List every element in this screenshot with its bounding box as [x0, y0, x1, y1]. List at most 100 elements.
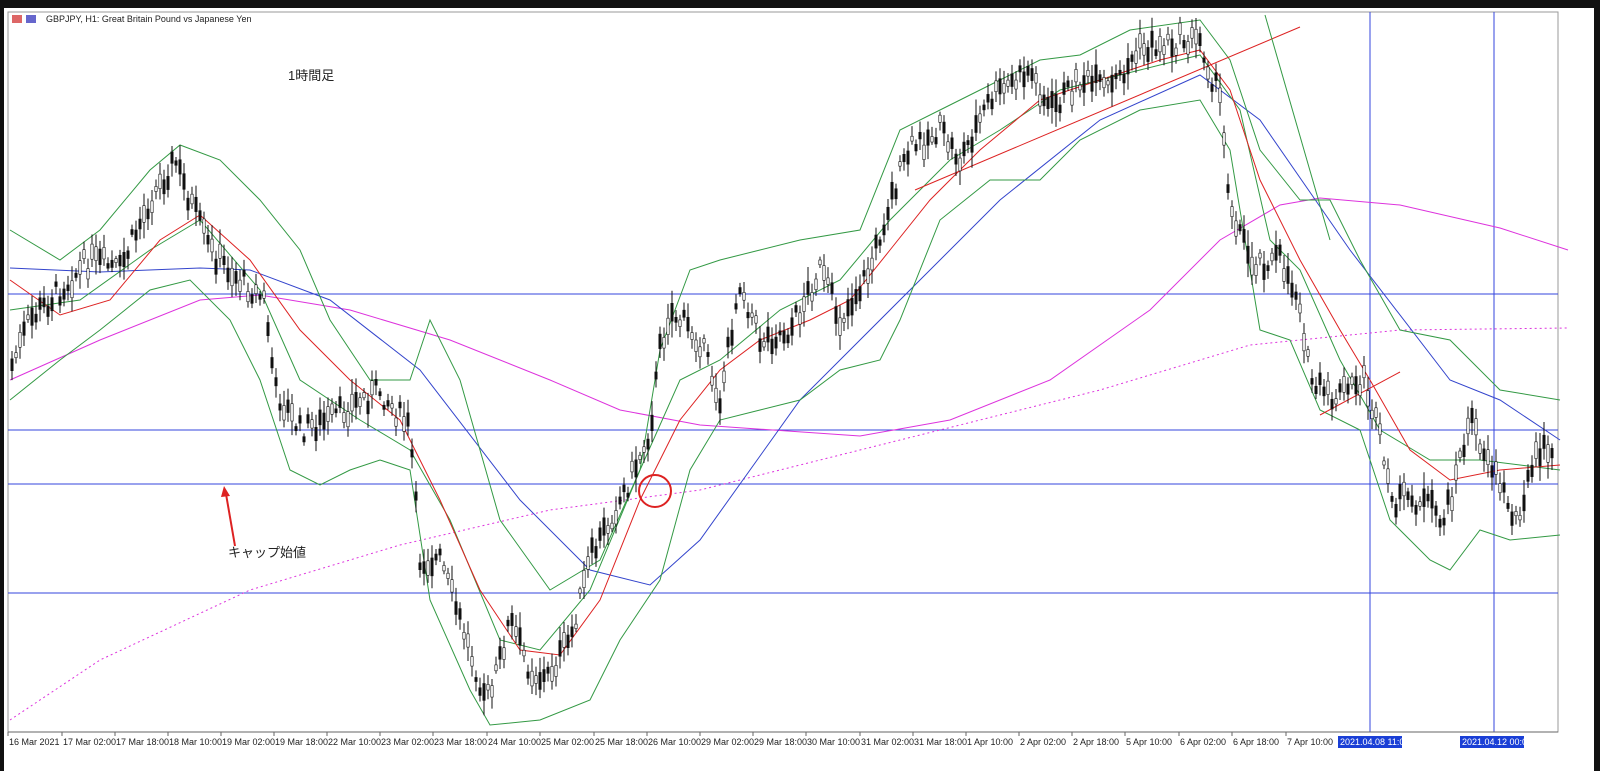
candle — [1442, 517, 1446, 526]
candle — [342, 412, 346, 423]
candle — [1422, 488, 1426, 507]
candle — [286, 399, 290, 413]
candle — [110, 259, 114, 268]
candle — [510, 613, 514, 626]
candle — [158, 173, 162, 189]
candle — [270, 357, 274, 369]
candle — [1010, 73, 1014, 87]
candle — [262, 290, 266, 299]
candle — [766, 326, 770, 343]
candle — [954, 153, 958, 165]
candle — [386, 400, 390, 407]
candle — [858, 286, 862, 302]
candle — [582, 570, 586, 588]
candle — [454, 601, 458, 615]
candle — [942, 121, 946, 134]
candle — [882, 224, 886, 236]
candle — [494, 664, 498, 672]
candle — [1222, 132, 1226, 146]
ma-magenta-dotted — [9, 327, 1569, 721]
candle — [1122, 73, 1126, 84]
candle — [462, 632, 466, 640]
candle — [898, 161, 902, 167]
candle — [930, 136, 934, 143]
candle — [854, 289, 858, 305]
candle — [842, 317, 846, 323]
bollinger-mid — [9, 54, 1561, 651]
candle — [1018, 65, 1022, 73]
candle — [78, 260, 82, 275]
candle — [1494, 461, 1498, 475]
candle — [974, 115, 978, 133]
candle — [1418, 501, 1422, 507]
candle — [746, 312, 750, 319]
candle — [1302, 333, 1306, 352]
x-tick-label: 19 Mar 02:00 — [222, 737, 275, 747]
candle — [274, 377, 278, 387]
candle — [1370, 409, 1374, 420]
candle — [982, 104, 986, 111]
candles — [10, 16, 1554, 716]
candle — [934, 137, 938, 145]
candle — [718, 398, 722, 414]
x-tick-label: 30 Mar 10:00 — [807, 737, 860, 747]
candle — [234, 271, 238, 284]
candle — [1118, 69, 1122, 76]
candle — [1362, 365, 1366, 379]
candle — [62, 288, 66, 300]
candle — [406, 412, 410, 427]
candle — [598, 527, 602, 541]
candle — [1106, 80, 1110, 86]
candle — [1290, 282, 1294, 298]
candle — [918, 131, 922, 140]
candle — [1038, 94, 1042, 107]
candle — [86, 268, 90, 280]
candle — [1034, 73, 1038, 84]
candle — [1514, 511, 1518, 517]
x-tick-label: 29 Mar 02:00 — [701, 737, 754, 747]
candle — [514, 626, 518, 637]
left-bar — [0, 0, 4, 771]
candle — [1398, 484, 1402, 500]
candle — [1078, 84, 1082, 91]
candle — [482, 683, 486, 701]
candle — [1478, 443, 1482, 454]
candle — [554, 665, 558, 677]
candle — [622, 484, 626, 493]
candle — [214, 258, 218, 275]
candle — [998, 78, 1002, 95]
candle — [90, 243, 94, 260]
candle — [714, 387, 718, 403]
candle — [1266, 265, 1270, 271]
x-tick-label: 6 Apr 18:00 — [1233, 737, 1279, 747]
bollinger-upper — [9, 19, 1561, 591]
candle — [1454, 464, 1458, 481]
candle — [1278, 244, 1282, 256]
candle — [34, 313, 38, 323]
candle — [418, 562, 422, 571]
candle — [194, 196, 198, 212]
candle — [318, 409, 322, 426]
candle — [1062, 82, 1066, 95]
candle — [1002, 83, 1006, 94]
candle — [1198, 33, 1202, 47]
candle — [1306, 349, 1310, 357]
x-tick-label: 6 Apr 02:00 — [1180, 737, 1226, 747]
candle — [1430, 489, 1434, 509]
candle — [370, 380, 374, 396]
candle — [522, 649, 526, 657]
candle — [1522, 494, 1526, 512]
candle — [1390, 495, 1394, 502]
candle — [202, 218, 206, 234]
candle — [738, 287, 742, 294]
candle — [102, 247, 106, 260]
candle — [1074, 69, 1078, 83]
candle — [1022, 71, 1026, 88]
candle — [990, 98, 994, 110]
candle — [1082, 75, 1086, 93]
candle — [306, 414, 310, 424]
candle — [258, 294, 262, 300]
candle — [26, 314, 30, 320]
candle — [1110, 74, 1114, 93]
